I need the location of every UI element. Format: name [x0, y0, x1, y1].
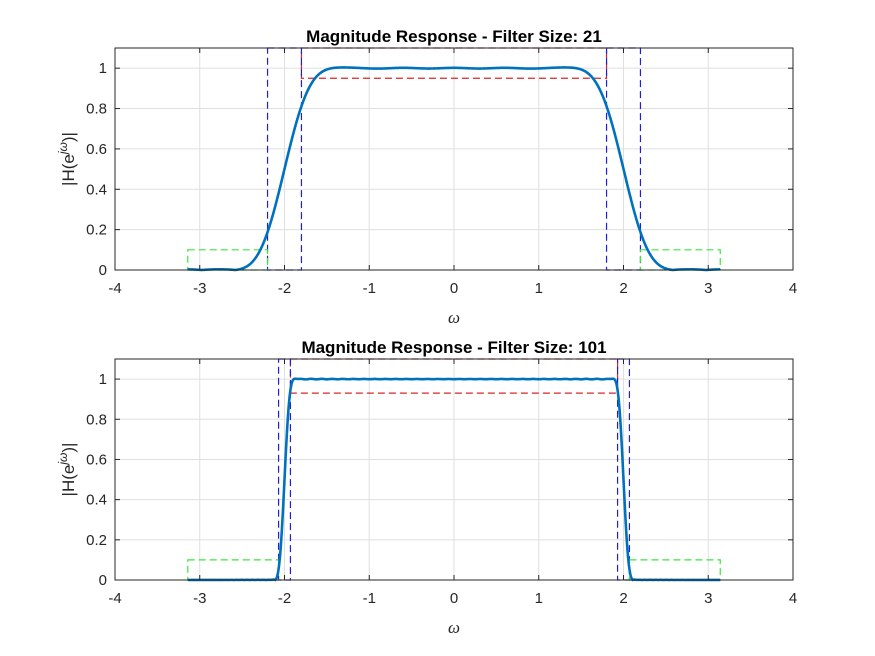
- x-tick-label: 1: [535, 590, 543, 607]
- x-axis-label: ω: [448, 618, 460, 637]
- chart-title: Magnitude Response - Filter Size: 21: [306, 27, 602, 46]
- x-tick-label: -2: [278, 280, 291, 297]
- chart-title: Magnitude Response - Filter Size: 101: [301, 338, 606, 357]
- x-tick-label: -4: [108, 280, 121, 297]
- x-tick-label: 2: [619, 590, 627, 607]
- y-tick-label: 0.6: [86, 141, 107, 158]
- x-tick-label: 0: [450, 280, 458, 297]
- y-axis-label: |H(ejω)|: [56, 132, 78, 186]
- x-tick-label: 3: [704, 590, 712, 607]
- y-tick-label: 0.2: [86, 532, 107, 549]
- y-tick-label: 0.8: [86, 411, 107, 428]
- y-tick-label: 1: [99, 371, 107, 388]
- y-tick-label: 0.8: [86, 101, 107, 118]
- x-tick-label: -3: [193, 280, 206, 297]
- x-tick-label: 2: [619, 280, 627, 297]
- subplot-2: -4 -3 -2 -1 0 1 2 3 4 0 0.2 0.4 0.6 0.8 1 Magnitude Res…: [56, 338, 797, 637]
- x-tick-label: -4: [108, 590, 121, 607]
- y-tick-label: 0.2: [86, 222, 107, 239]
- y-tick-label: 0: [99, 262, 107, 279]
- x-tick-label: -1: [363, 590, 376, 607]
- x-tick-label: -1: [363, 280, 376, 297]
- y-tick-label: 0: [99, 572, 107, 589]
- x-tick-label: 4: [789, 280, 797, 297]
- subplot-1: -4 -3 -2 -1 0 1 2 3 4 0 0.2 0.4 0.6 0.8 1 Magnitude Res…: [56, 27, 797, 327]
- magnitude-response-line: [186, 66, 722, 272]
- stopband-spec: [639, 249, 721, 271]
- y-axis-label: |H(ejω)|: [56, 443, 78, 497]
- x-tick-label: 1: [535, 280, 543, 297]
- x-tick-label: -3: [193, 590, 206, 607]
- y-tick-label: 1: [99, 60, 107, 77]
- x-tick-label: 4: [789, 590, 797, 607]
- magnitude-response-line: [186, 377, 722, 582]
- y-tick-label: 0.4: [86, 181, 107, 198]
- y-tick-label: 0.4: [86, 492, 107, 509]
- x-tick-label: 0: [450, 590, 458, 607]
- stopband-spec: [187, 249, 269, 271]
- x-tick-label: 3: [704, 280, 712, 297]
- x-axis-label: ω: [448, 308, 460, 327]
- y-tick-label: 0.6: [86, 451, 107, 468]
- x-tick-label: -2: [278, 590, 291, 607]
